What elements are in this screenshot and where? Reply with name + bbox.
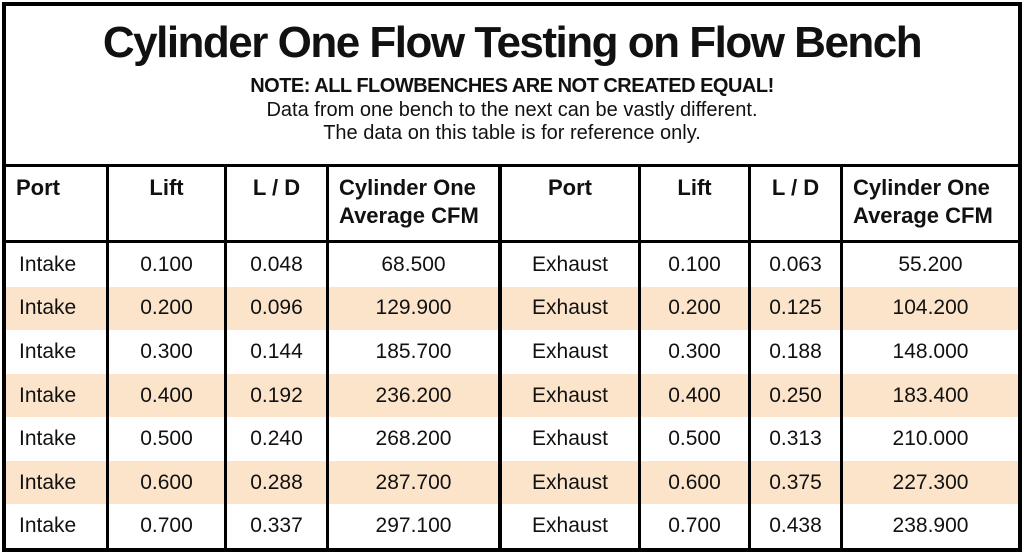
ld-cell: 0.375 (751, 460, 843, 505)
cfm-cell: 287.700 (329, 460, 502, 505)
lift-cell: 0.100 (109, 243, 227, 287)
lift-cell: 0.700 (109, 504, 227, 549)
lift-cell: 0.500 (641, 417, 751, 461)
header-lift-exhaust: Lift (641, 167, 751, 240)
cfm-cell: 129.900 (329, 286, 502, 331)
lift-cell: 0.600 (109, 460, 227, 505)
header-cfm-exhaust: Cylinder One Average CFM (853, 175, 993, 228)
lift-cell: 0.300 (109, 330, 227, 374)
lift-cell: 0.600 (641, 460, 751, 505)
port-cell: Intake (6, 373, 109, 418)
port-cell: Intake (6, 243, 109, 287)
cfm-cell: 148.000 (892, 339, 969, 363)
port-cell: Intake (6, 504, 109, 549)
cfm-cell: 55.200 (898, 252, 963, 276)
ld-cell: 0.288 (227, 460, 329, 505)
ld-cell: 0.313 (751, 417, 843, 461)
port-cell: Intake (6, 417, 109, 461)
port-cell: Exhaust (502, 373, 641, 418)
ld-cell: 0.250 (751, 373, 843, 418)
cfm-cell: 210.000 (892, 427, 969, 451)
lift-cell: 0.200 (641, 286, 751, 331)
table-row: Intake 0.600 0.288 287.700 Exhaust 0.600… (6, 460, 1018, 505)
table-header-row: Port Lift L / D Cylinder One Average CFM… (6, 167, 1018, 243)
cfm-cell: 236.200 (329, 373, 502, 418)
header-ld-intake: L / D (227, 167, 329, 240)
port-cell: Intake (6, 286, 109, 331)
ld-cell: 0.192 (227, 373, 329, 418)
cfm-cell: 297.100 (329, 504, 502, 549)
header-port-exhaust: Port (502, 167, 641, 240)
cfm-cell: 104.200 (892, 296, 969, 320)
ld-cell: 0.125 (751, 286, 843, 331)
note-line-1: NOTE: ALL FLOWBENCHES ARE NOT CREATED EQ… (250, 75, 774, 98)
ld-cell: 0.438 (751, 504, 843, 549)
lift-cell: 0.400 (109, 373, 227, 418)
flow-data-table: Port Lift L / D Cylinder One Average CFM… (6, 164, 1018, 549)
cfm-cell: 183.400 (892, 383, 969, 407)
port-cell: Intake (6, 460, 109, 505)
ld-cell: 0.063 (751, 243, 843, 287)
ld-cell: 0.188 (751, 330, 843, 374)
cfm-cell: 227.300 (892, 470, 969, 494)
cfm-cell: 68.500 (329, 243, 502, 287)
ld-cell: 0.337 (227, 504, 329, 549)
ld-cell: 0.048 (227, 243, 329, 287)
title-block: Cylinder One Flow Testing on Flow Bench … (6, 6, 1018, 164)
lift-cell: 0.400 (641, 373, 751, 418)
table-row: Intake 0.500 0.240 268.200 Exhaust 0.500… (6, 417, 1018, 461)
table-row: Intake 0.700 0.337 297.100 Exhaust 0.700… (6, 504, 1018, 549)
lift-cell: 0.300 (641, 330, 751, 374)
ld-cell: 0.144 (227, 330, 329, 374)
port-cell: Exhaust (502, 417, 641, 461)
table-row: Intake 0.100 0.048 68.500 Exhaust 0.100 … (6, 243, 1018, 287)
header-cfm-intake: Cylinder One Average CFM (329, 167, 502, 240)
port-cell: Exhaust (502, 330, 641, 374)
cfm-cell: 268.200 (329, 417, 502, 461)
port-cell: Exhaust (502, 460, 641, 505)
table-row: Intake 0.400 0.192 236.200 Exhaust 0.400… (6, 373, 1018, 418)
page-title: Cylinder One Flow Testing on Flow Bench (102, 18, 923, 67)
ld-cell: 0.240 (227, 417, 329, 461)
lift-cell: 0.500 (109, 417, 227, 461)
port-cell: Exhaust (502, 504, 641, 549)
lift-cell: 0.200 (109, 286, 227, 331)
note-block: NOTE: ALL FLOWBENCHES ARE NOT CREATED EQ… (6, 75, 1018, 145)
cfm-cell: 238.900 (892, 514, 969, 538)
table-row: Intake 0.300 0.144 185.700 Exhaust 0.300… (6, 330, 1018, 374)
lift-cell: 0.100 (641, 243, 751, 287)
header-port-intake: Port (6, 167, 109, 240)
lift-cell: 0.700 (641, 504, 751, 549)
port-cell: Intake (6, 330, 109, 374)
header-lift-intake: Lift (109, 167, 227, 240)
note-line-3: The data on this table is for reference … (323, 121, 701, 144)
header-ld-exhaust: L / D (751, 167, 843, 240)
cfm-cell: 185.700 (329, 330, 502, 374)
ld-cell: 0.096 (227, 286, 329, 331)
table-row: Intake 0.200 0.096 129.900 Exhaust 0.200… (6, 286, 1018, 331)
note-line-2: Data from one bench to the next can be v… (266, 98, 758, 121)
port-cell: Exhaust (502, 243, 641, 287)
port-cell: Exhaust (502, 286, 641, 331)
